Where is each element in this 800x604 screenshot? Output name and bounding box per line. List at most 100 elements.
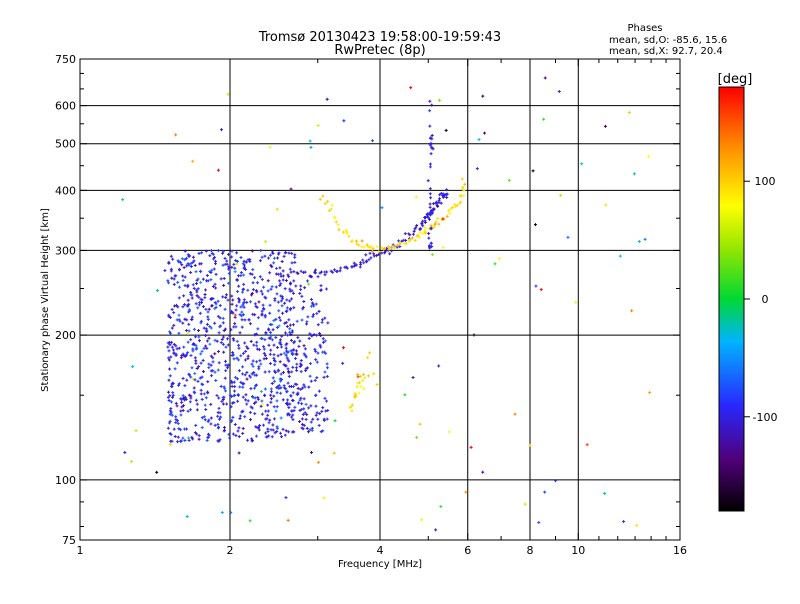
- scatter-point: [305, 320, 309, 324]
- scatter-point: [194, 423, 198, 427]
- scatter-point: [289, 349, 293, 353]
- noise-point: [229, 511, 233, 515]
- noise-point: [325, 97, 329, 101]
- scatter-point: [263, 387, 267, 391]
- scatter-point: [230, 418, 234, 422]
- scatter-point: [304, 355, 308, 359]
- scatter-point: [368, 351, 372, 355]
- scatter-point: [207, 366, 211, 370]
- scatter-point: [245, 438, 249, 442]
- trace-point: [371, 246, 375, 250]
- trace-point: [427, 232, 431, 236]
- scatter-point: [262, 351, 266, 355]
- scatter-point: [183, 384, 187, 388]
- scatter-point: [323, 396, 327, 400]
- scatter-point: [216, 314, 220, 318]
- trace-point: [365, 243, 369, 247]
- scatter-point: [178, 319, 182, 323]
- trace-point: [268, 271, 272, 275]
- scatter-point: [253, 302, 257, 306]
- scatter-point: [209, 270, 213, 274]
- noise-point: [542, 117, 546, 121]
- scatter-point: [263, 370, 267, 374]
- scatter-point: [196, 277, 200, 281]
- trace-point: [320, 270, 324, 274]
- scatter-point: [316, 417, 320, 421]
- scatter-point: [277, 383, 281, 387]
- scatter-point: [241, 385, 245, 389]
- scatter-point: [213, 352, 217, 356]
- scatter-point: [187, 310, 191, 314]
- scatter-point: [303, 353, 307, 357]
- scatter-point: [286, 381, 290, 385]
- scatter-point: [176, 435, 180, 439]
- scatter-point: [214, 305, 218, 309]
- scatter-point: [315, 333, 319, 337]
- scatter-point: [269, 397, 273, 401]
- scatter-point: [250, 362, 254, 366]
- scatter-point: [248, 410, 252, 414]
- scatter-point: [268, 323, 272, 327]
- scatter-point: [231, 415, 235, 419]
- trace-point: [331, 270, 335, 274]
- scatter-point: [233, 270, 237, 274]
- scatter-point: [314, 413, 318, 417]
- scatter-point: [228, 266, 232, 270]
- scatter-point: [184, 397, 188, 401]
- noise-point: [309, 145, 313, 149]
- scatter-point: [285, 324, 289, 328]
- scatter-point: [241, 351, 245, 355]
- scatter-point: [174, 415, 178, 419]
- noise-point: [333, 419, 337, 423]
- scatter-point: [197, 329, 201, 333]
- trace-point: [412, 229, 416, 233]
- scatter-point: [187, 438, 191, 442]
- scatter-point: [298, 339, 302, 343]
- scatter-point: [196, 287, 200, 291]
- scatter-point: [253, 276, 257, 280]
- scatter-point: [212, 267, 216, 271]
- scatter-point: [268, 253, 272, 257]
- trace-point: [365, 260, 369, 264]
- y-tick-label: 400: [55, 184, 76, 197]
- scatter-point: [263, 338, 267, 342]
- trace-point: [345, 230, 349, 234]
- scatter-point: [281, 398, 285, 402]
- scatter-point: [248, 300, 252, 304]
- scatter-point: [294, 366, 298, 370]
- trace-point: [428, 192, 432, 196]
- trace-point: [314, 271, 318, 275]
- scatter-point: [221, 335, 225, 339]
- scatter-point: [299, 370, 303, 374]
- scatter-point: [288, 327, 292, 331]
- scatter-point: [195, 282, 199, 286]
- scatter-point: [193, 372, 197, 376]
- scatter-point: [200, 426, 204, 430]
- scatter-point: [238, 414, 242, 418]
- scatter-point: [213, 321, 217, 325]
- scatter-point: [186, 351, 190, 355]
- scatter-point: [240, 310, 244, 314]
- scatter-point: [268, 311, 272, 315]
- scatter-point: [208, 324, 212, 328]
- scatter-point: [269, 334, 273, 338]
- scatter-point: [238, 385, 242, 389]
- scatter-point: [237, 358, 241, 362]
- trace-point: [333, 268, 337, 272]
- scatter-point: [319, 288, 323, 292]
- scatter-point: [293, 405, 297, 409]
- scatter-point: [307, 385, 311, 389]
- colorbar-tick-label: -100: [753, 411, 778, 424]
- scatter-point: [189, 271, 193, 275]
- scatter-point: [205, 329, 209, 333]
- trace-point: [454, 205, 458, 209]
- trace-point: [428, 202, 432, 206]
- scatter-point: [243, 341, 247, 345]
- trace-point: [447, 209, 451, 213]
- scatter-point: [300, 318, 304, 322]
- scatter-point: [182, 345, 186, 349]
- stats-line-x: mean, sd,X: 92.7, 20.4: [609, 46, 723, 57]
- scatter-point: [284, 387, 288, 391]
- scatter-point: [203, 292, 207, 296]
- scatter-point: [168, 374, 172, 378]
